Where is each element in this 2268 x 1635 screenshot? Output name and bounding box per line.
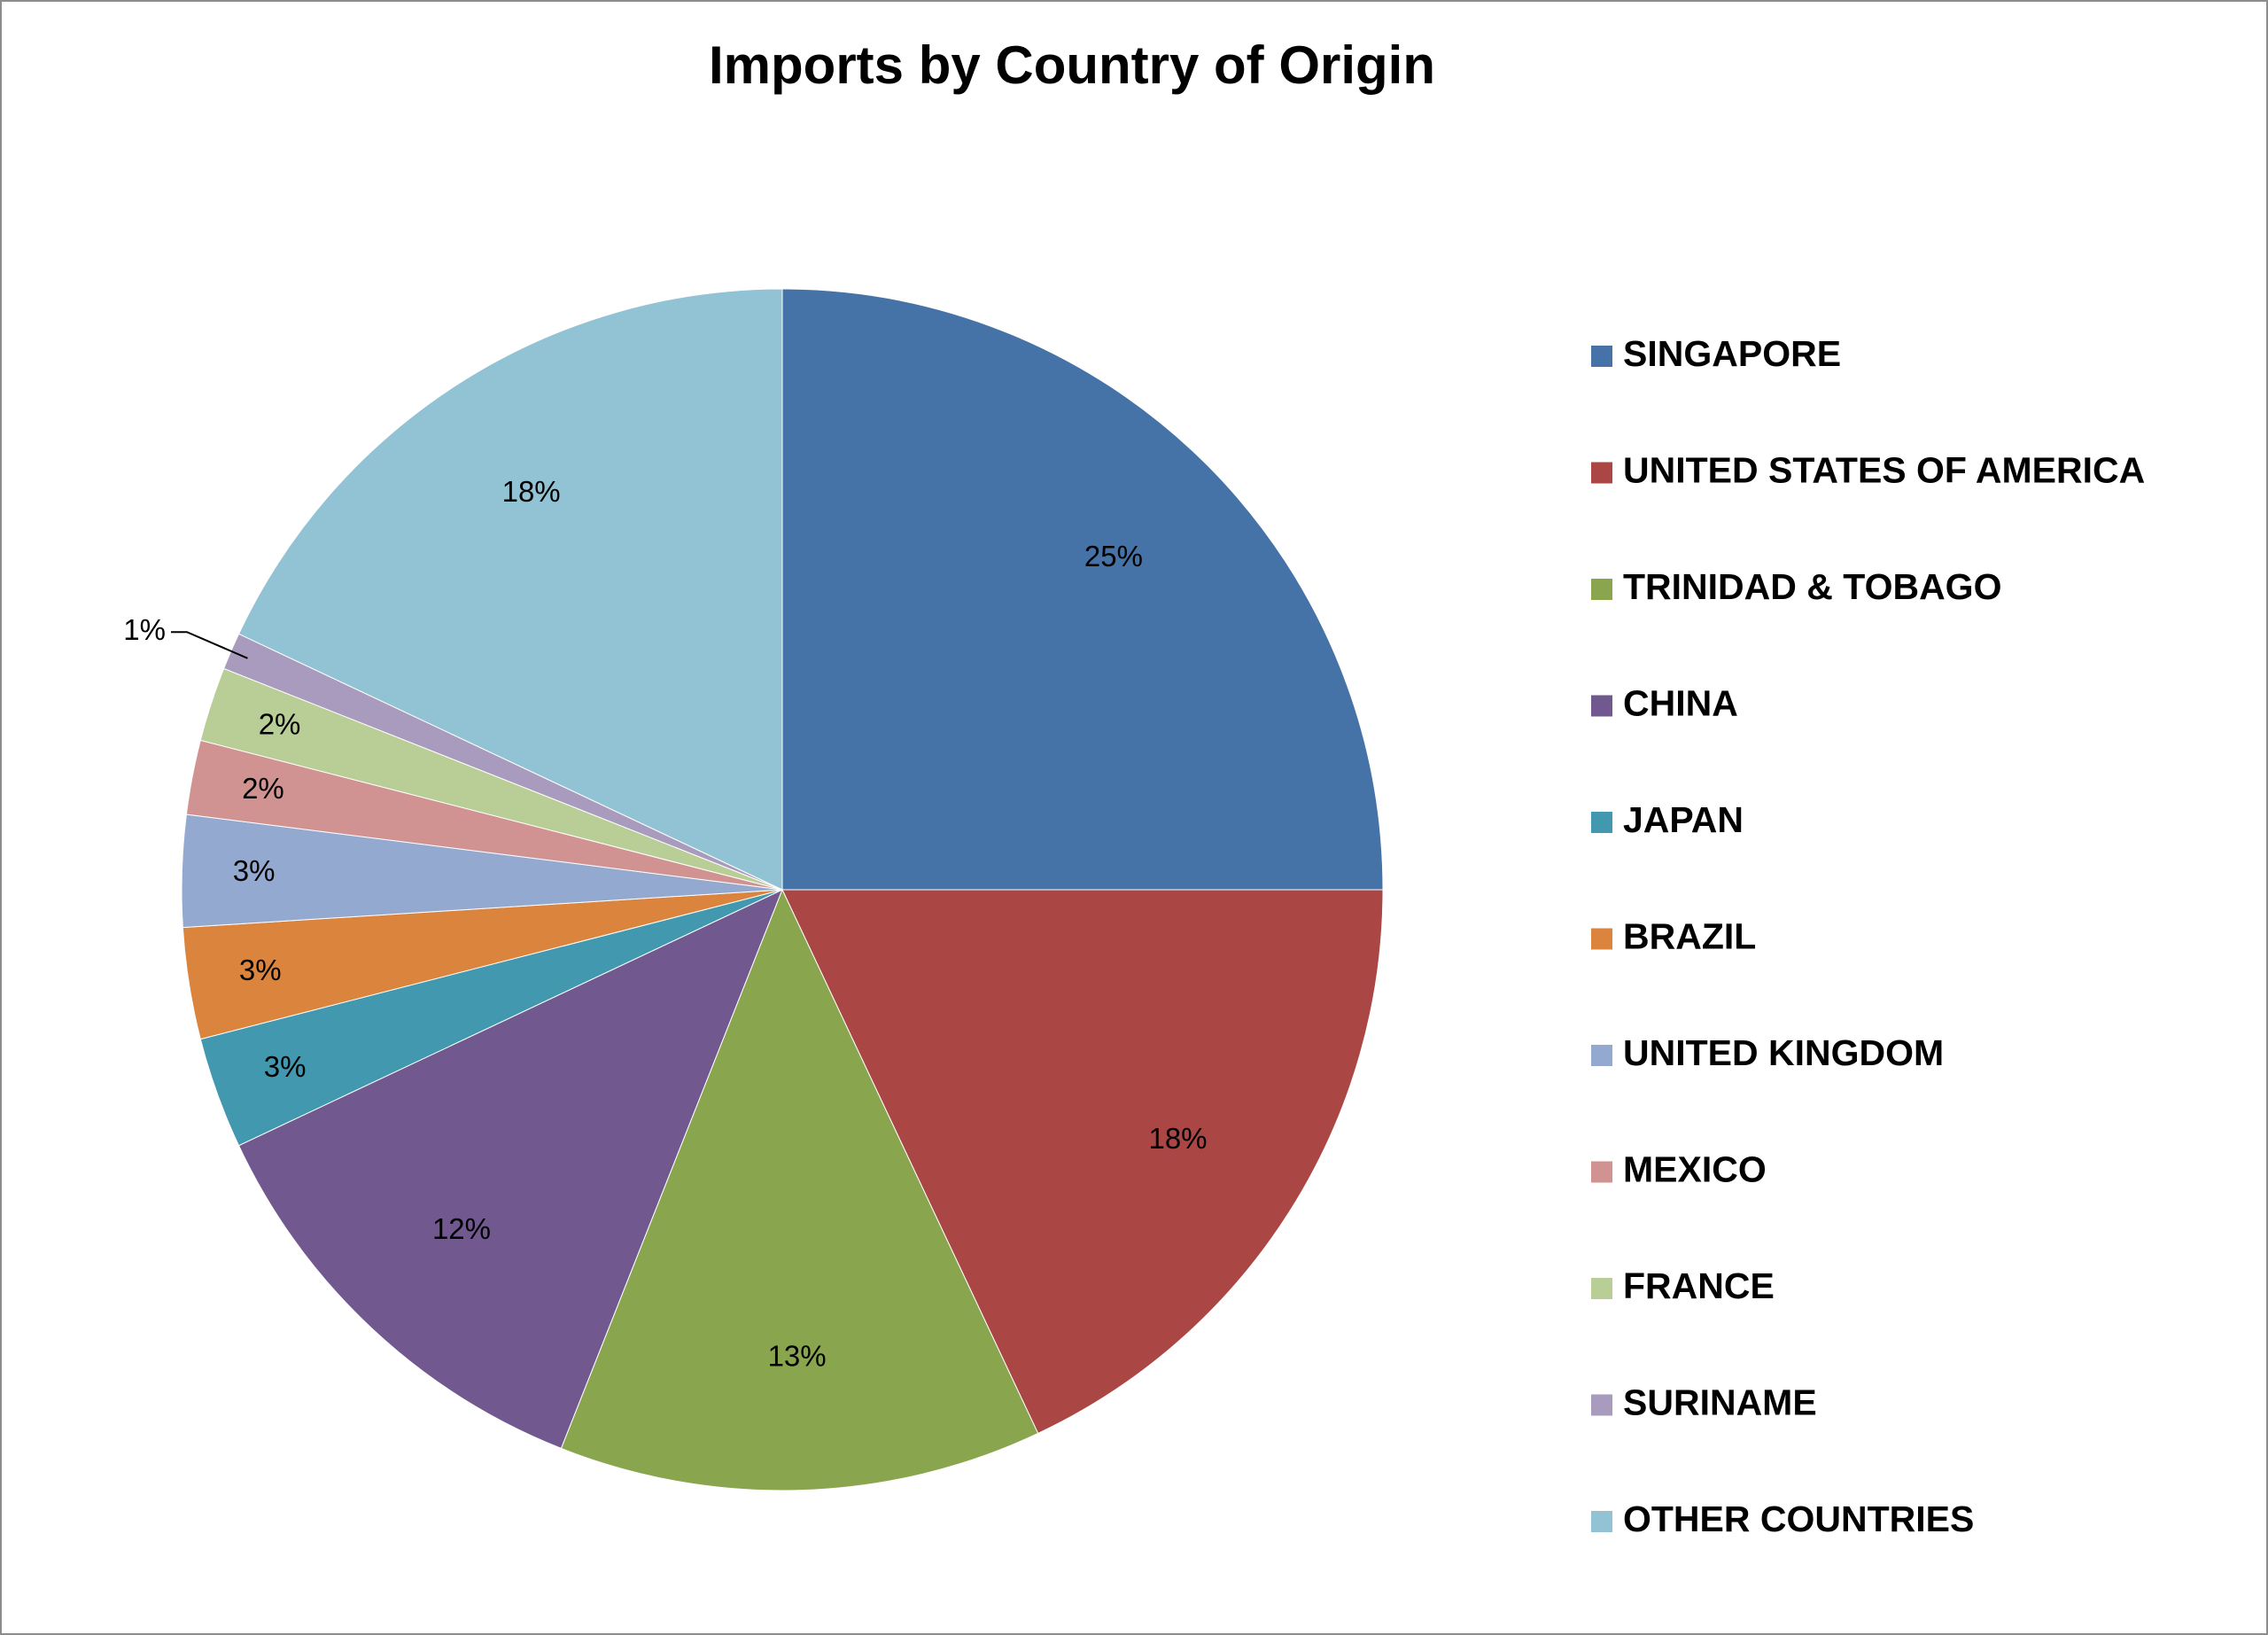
legend-label: OTHER COUNTRIES [1623, 1499, 1974, 1539]
legend-swatch [1591, 812, 1612, 833]
legend-swatch [1591, 1161, 1612, 1183]
value-label: 2% [242, 772, 284, 805]
value-label: 13% [768, 1339, 827, 1372]
pie-slice [560, 888, 1039, 1491]
legend-label: MEXICO [1623, 1148, 1767, 1189]
legend-swatch [1591, 1045, 1612, 1066]
legend-label: SURINAME [1623, 1382, 1817, 1422]
value-label: 1% [123, 613, 166, 646]
legend-swatch [1591, 462, 1612, 484]
value-label: 18% [1148, 1122, 1207, 1155]
legend-swatch [1591, 579, 1612, 600]
legend-swatch [1591, 1511, 1612, 1532]
value-label: 3% [233, 854, 276, 887]
value-label: 25% [1084, 540, 1143, 572]
legend-label: FRANCE [1623, 1265, 1775, 1306]
legend-label: TRINIDAD & TOBAGO [1623, 566, 2001, 607]
value-label: 12% [432, 1212, 491, 1245]
legend-swatch [1591, 928, 1612, 950]
pie-slice [237, 889, 783, 1450]
legend-swatch [1591, 1394, 1612, 1416]
pie-slice [237, 288, 783, 891]
value-label: 2% [259, 707, 301, 740]
chart-title: Imports by Country of Origin [709, 35, 1435, 95]
legend-label: UNITED KINGDOM [1623, 1032, 1944, 1073]
pie-slice [781, 288, 1384, 891]
value-label: 3% [264, 1050, 307, 1083]
legend-swatch [1591, 695, 1612, 717]
legend-swatch [1591, 1278, 1612, 1299]
legend-label: JAPAN [1623, 799, 1744, 840]
leader-line [170, 631, 248, 659]
pie-slice [781, 889, 1384, 1435]
legend-label: UNITED STATES OF AMERICA [1623, 449, 2145, 490]
value-label: 18% [502, 475, 561, 508]
legend-label: CHINA [1623, 682, 1738, 723]
legend-swatch [1591, 346, 1612, 367]
legend-label: BRAZIL [1623, 915, 1756, 956]
legend-label: SINGAPORE [1623, 333, 1841, 374]
value-label: 3% [239, 954, 282, 986]
